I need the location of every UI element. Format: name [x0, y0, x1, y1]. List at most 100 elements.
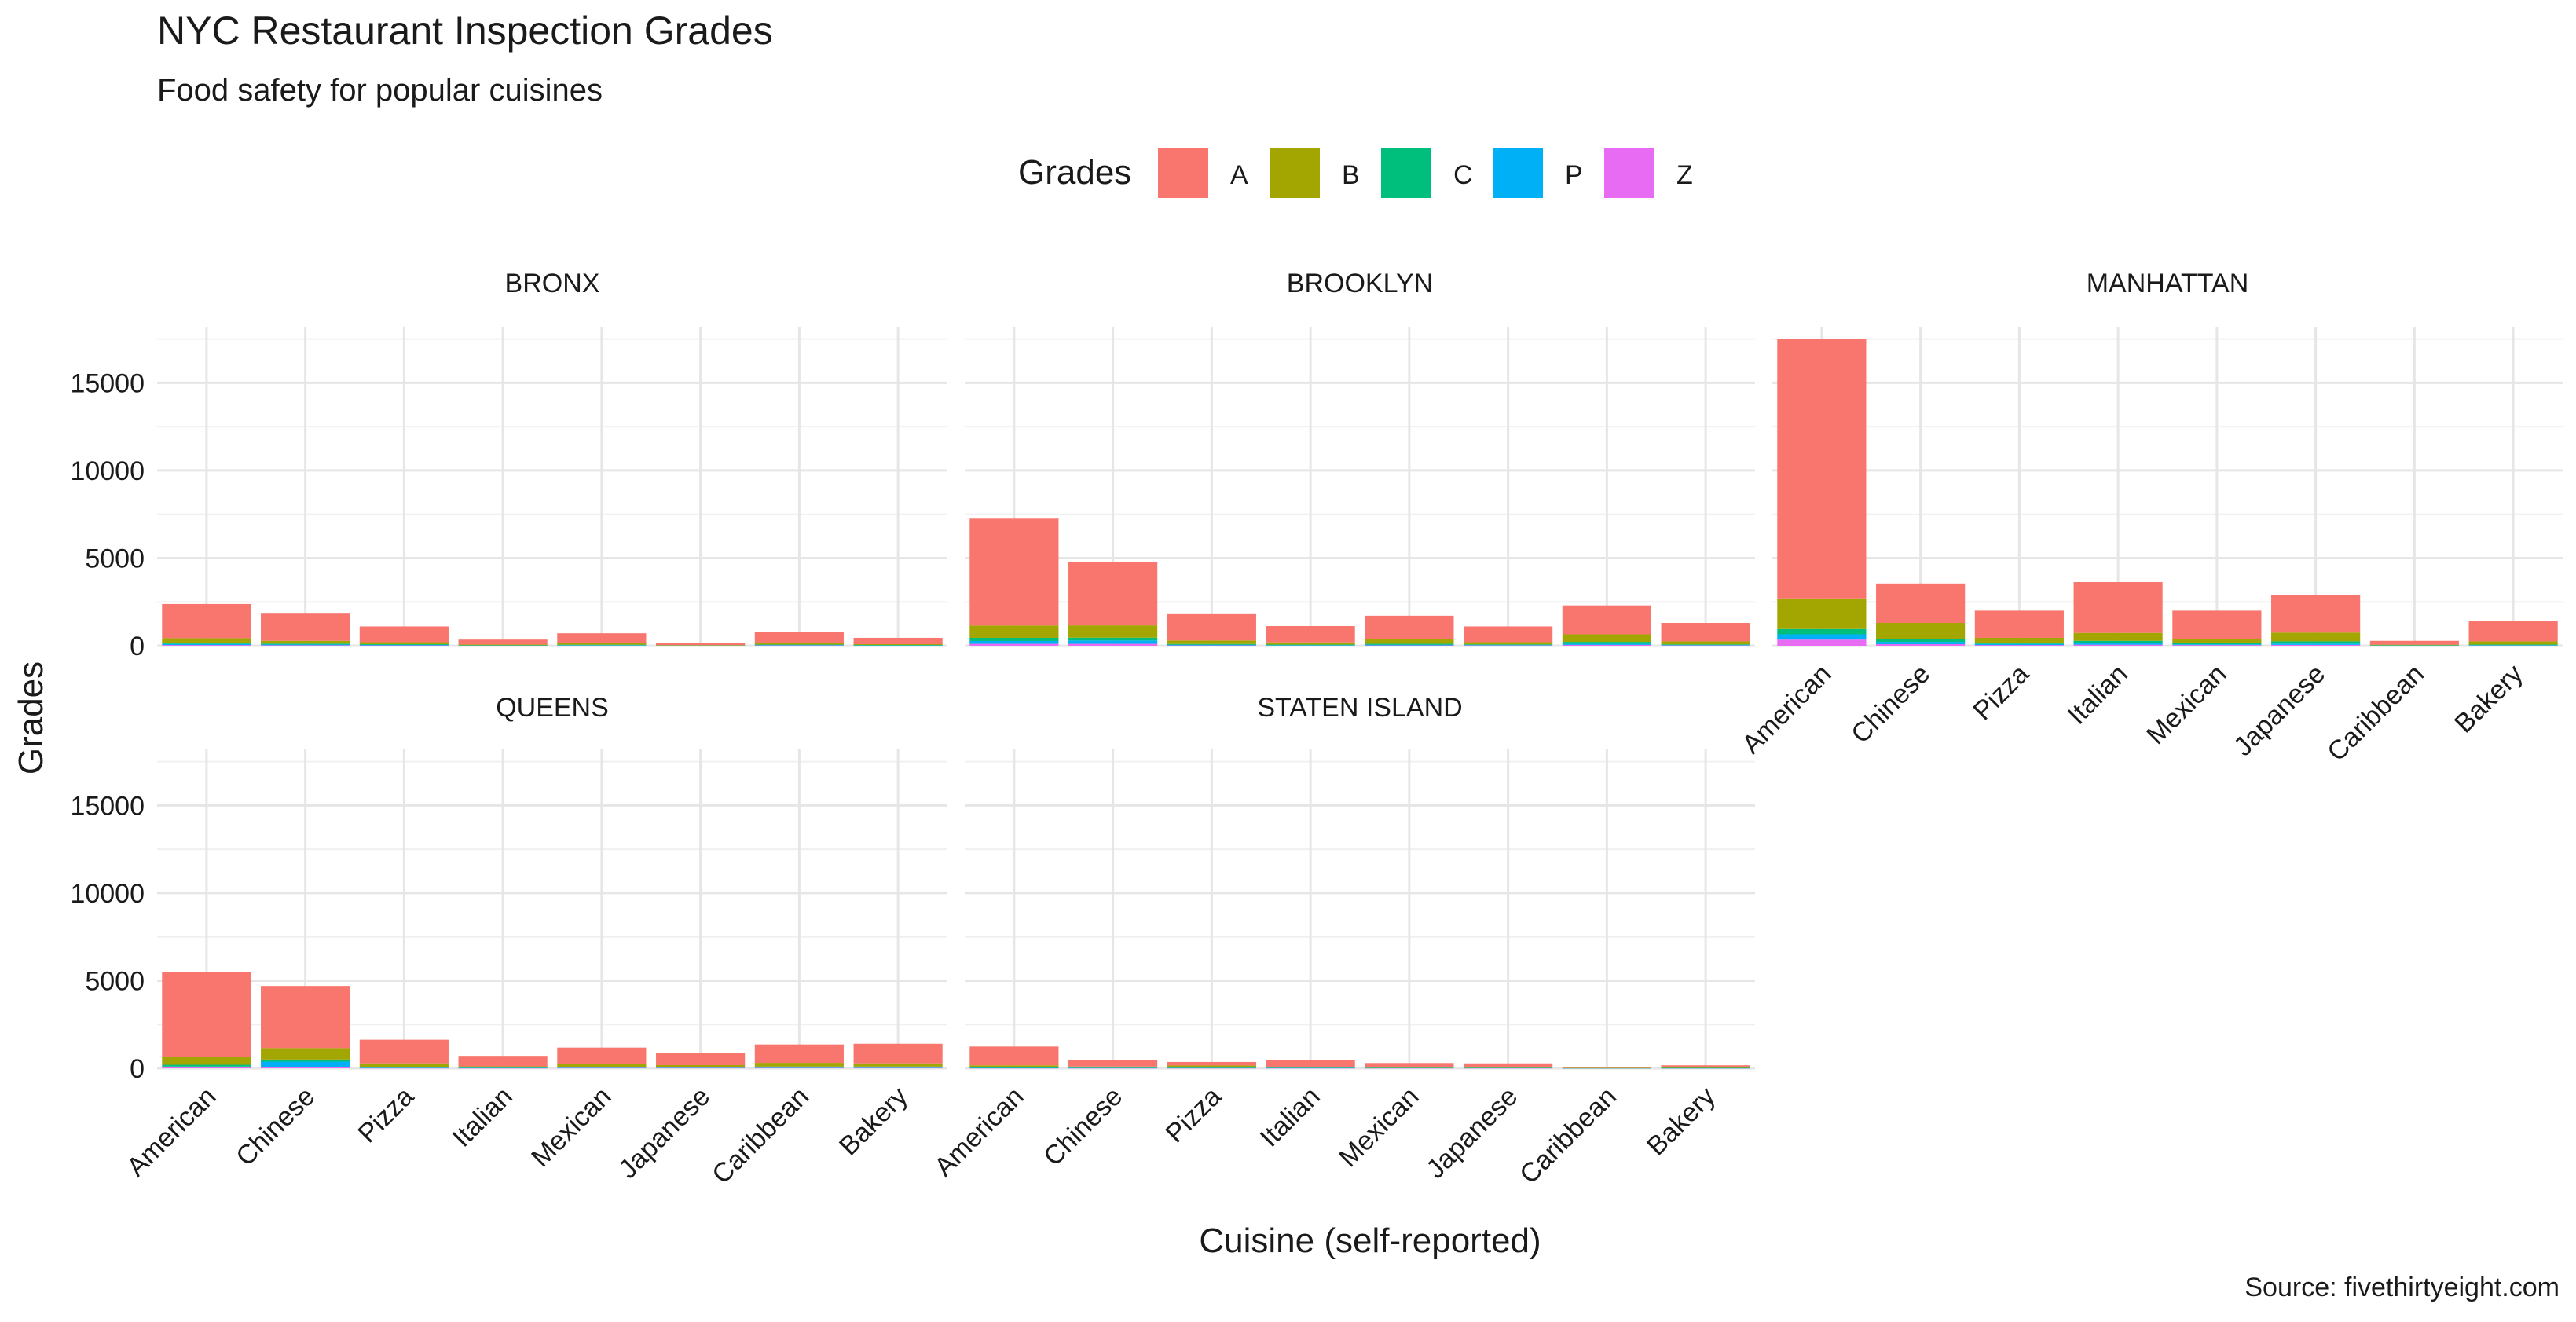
- bar-segment-c: [1974, 642, 2064, 644]
- bar-segment-a: [1777, 339, 1867, 599]
- y-tick-label: 10000: [70, 456, 145, 486]
- bar-segment-b: [2073, 632, 2163, 641]
- bar-segment-p: [1068, 1067, 1158, 1069]
- bar-segment-z: [1068, 643, 1158, 646]
- bar-segment-p: [1661, 645, 1750, 646]
- bar-segment-b: [2468, 641, 2558, 645]
- y-tick-label: 15000: [70, 368, 145, 398]
- bar-stack-japanese: [2271, 595, 2361, 646]
- bar-segment-c: [1464, 1067, 1553, 1068]
- bar-segment-b: [2172, 639, 2262, 643]
- bar-segment-p: [359, 644, 449, 646]
- bar-stack-american: [969, 518, 1059, 646]
- bar-segment-a: [162, 972, 251, 1057]
- panel-strip-label: BROOKLYN: [1287, 269, 1433, 298]
- bar-segment-a: [1562, 605, 1651, 635]
- bar-segment-c: [2468, 644, 2558, 646]
- legend-swatch-c: [1381, 148, 1431, 198]
- bar-segment-b: [458, 1066, 548, 1068]
- bar-segment-p: [359, 1067, 449, 1068]
- legend-title: Grades: [1018, 153, 1131, 192]
- bar-stack-caribbean: [1562, 605, 1651, 646]
- x-axis-title: Cuisine (self-reported): [1199, 1221, 1541, 1260]
- bar-segment-p: [1562, 643, 1651, 645]
- legend: Grades A B C P Z: [1018, 148, 1693, 198]
- legend-swatch-a: [1158, 148, 1208, 198]
- bar-segment-p: [1266, 1067, 1355, 1069]
- y-tick-label: 0: [130, 632, 145, 661]
- bar-stack-pizza: [1167, 613, 1256, 646]
- bar-stack-american: [1777, 339, 1867, 646]
- bar-segment-z: [1974, 645, 2064, 646]
- bar-segment-p: [754, 645, 844, 646]
- panel-bronx: BRONX 0 5000 10000 15000: [70, 269, 947, 661]
- bar-segment-b: [1562, 1067, 1651, 1069]
- bar-segment-b: [969, 625, 1059, 638]
- bar-segment-b: [853, 643, 943, 646]
- bar-segment-c: [1365, 1067, 1454, 1068]
- legend-item-p: P: [1493, 148, 1583, 198]
- bar-segment-p: [2468, 645, 2558, 646]
- panel-strip-label: BRONX: [505, 269, 600, 298]
- bar-segment-c: [969, 1067, 1059, 1068]
- legend-label: Z: [1676, 160, 1693, 190]
- bar-segment-a: [1365, 1063, 1454, 1067]
- bar-segment-c: [458, 1067, 548, 1068]
- bar-segment-a: [458, 1056, 548, 1067]
- bar-segment-p: [1068, 640, 1158, 644]
- bar-segment-b: [1464, 642, 1553, 645]
- legend-item-a: A: [1158, 148, 1248, 198]
- bar-segment-a: [1876, 583, 1966, 623]
- bar-segment-c: [1167, 1067, 1256, 1068]
- bar-segment-c: [1365, 643, 1454, 645]
- bar-segment-b: [1661, 1067, 1750, 1068]
- bar-stack-bakery: [1661, 623, 1750, 646]
- bar-segment-p: [2172, 644, 2262, 646]
- bar-segment-p: [261, 644, 350, 646]
- bar-segment-z: [261, 645, 350, 646]
- bar-segment-a: [853, 637, 943, 644]
- bar-stack-italian: [1266, 1060, 1355, 1069]
- bar-segment-c: [359, 643, 449, 645]
- bar-stack-italian: [458, 1056, 548, 1069]
- bar-segment-p: [557, 1067, 647, 1068]
- bar-segment-z: [1876, 643, 1966, 646]
- bar-segment-a: [557, 1047, 647, 1064]
- bar-segment-z: [2271, 644, 2361, 646]
- legend-item-b: B: [1270, 148, 1360, 198]
- bar-segment-p: [1876, 642, 1966, 644]
- bar-segment-c: [1068, 637, 1158, 641]
- bar-stack-italian: [458, 639, 548, 646]
- bar-segment-a: [1661, 623, 1750, 642]
- bar-segment-a: [359, 626, 449, 643]
- y-tick-label: 5000: [85, 544, 145, 573]
- legend-swatch-p: [1493, 148, 1543, 198]
- bar-segment-a: [1266, 626, 1355, 643]
- bar-stack-japanese: [656, 1053, 746, 1069]
- bar-segment-z: [1562, 644, 1651, 646]
- bar-segment-z: [162, 1067, 251, 1068]
- bar-segment-c: [261, 1059, 350, 1062]
- bar-stack-pizza: [359, 626, 449, 646]
- bar-segment-b: [1661, 641, 1750, 645]
- bar-segment-c: [2172, 643, 2262, 645]
- bar-segment-b: [1777, 598, 1867, 629]
- bar-stack-chinese: [1068, 1060, 1158, 1069]
- bar-segment-a: [1464, 626, 1553, 643]
- bar-segment-a: [557, 633, 647, 643]
- bar-segment-a: [1974, 610, 2064, 638]
- bar-segment-a: [2172, 610, 2262, 639]
- bar-segment-p: [1167, 644, 1256, 646]
- bar-segment-c: [969, 637, 1059, 641]
- bar-segment-a: [2468, 621, 2558, 642]
- bar-segment-c: [1167, 643, 1256, 645]
- bar-segment-b: [754, 643, 844, 645]
- legend-label: P: [1565, 160, 1583, 190]
- bar-segment-b: [853, 1063, 943, 1067]
- legend-item-c: C: [1381, 148, 1473, 198]
- bar-segment-z: [557, 1067, 647, 1069]
- bar-segment-c: [1266, 644, 1355, 646]
- bar-segment-b: [2369, 644, 2459, 646]
- bar-segment-z: [359, 1067, 449, 1069]
